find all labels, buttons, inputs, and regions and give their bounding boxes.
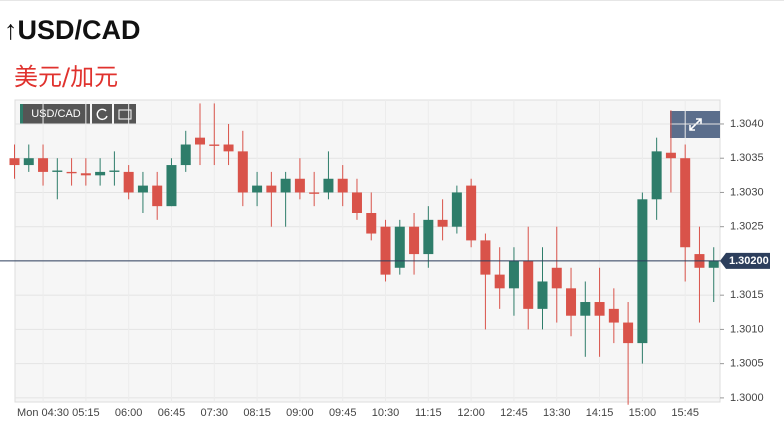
candle-body	[52, 170, 63, 172]
candle-body	[80, 173, 91, 176]
candle-body	[209, 144, 220, 146]
last-price-tag	[720, 252, 770, 269]
x-tick-label: 12:45	[500, 407, 528, 419]
candle-body	[380, 226, 391, 275]
x-tick-label: 07:30	[201, 407, 229, 419]
y-tick-label: 1.3000	[730, 392, 764, 404]
candle-body	[494, 274, 505, 289]
candle-body	[237, 151, 248, 193]
x-tick-label: 15:00	[629, 407, 657, 419]
candle-body	[166, 165, 177, 207]
calendar-button[interactable]	[114, 104, 136, 124]
candle-body	[180, 144, 191, 166]
expand-icon	[689, 118, 702, 131]
y-tick-label: 1.3025	[730, 221, 764, 233]
symbol-button[interactable]	[20, 104, 90, 124]
refresh-icon	[96, 108, 108, 121]
x-tick-label: 06:00	[115, 407, 143, 419]
candle-body	[252, 185, 263, 193]
candle-body	[508, 260, 519, 289]
candle-body	[294, 178, 305, 193]
candle-body	[551, 267, 562, 289]
candle-body	[537, 281, 548, 309]
candle-body	[637, 199, 648, 344]
refresh-button[interactable]	[92, 104, 112, 124]
candle-body	[366, 212, 377, 234]
x-tick-label: 09:45	[329, 407, 357, 419]
candle-body	[623, 322, 634, 344]
symbol-label: USD/CAD	[31, 108, 81, 120]
y-tick-label: 1.3015	[730, 289, 764, 301]
y-tick-label: 1.3005	[730, 358, 764, 370]
candle-body	[223, 144, 234, 152]
candle-body	[137, 185, 148, 193]
x-tick-label: 12:00	[457, 407, 485, 419]
symbol-marker	[20, 104, 23, 124]
candle-body	[123, 171, 134, 193]
candle-body	[38, 158, 49, 172]
candle-body	[23, 158, 34, 166]
candle-body	[66, 171, 77, 174]
y-tick-label: 1.3010	[730, 323, 764, 335]
plot-area	[14, 99, 721, 403]
calendar-icon	[118, 109, 132, 120]
y-tick-label: 1.3030	[730, 186, 764, 198]
candle-body	[337, 178, 348, 193]
candle-body	[309, 192, 320, 194]
candle-body	[409, 226, 420, 255]
candle-body	[708, 260, 719, 268]
candle-body	[323, 178, 334, 193]
candle-body	[466, 185, 477, 241]
candle-body	[394, 226, 405, 268]
x-tick-label: 09:00	[286, 407, 314, 419]
title: USD/CAD	[17, 15, 141, 45]
candle-body	[594, 302, 605, 316]
candle-body	[651, 151, 662, 200]
candle-body	[665, 152, 676, 159]
candle-body	[580, 302, 591, 316]
x-tick-label: 06:45	[158, 407, 186, 419]
title-row: ↑USD/CAD	[4, 15, 141, 46]
x-tick-label: 08:15	[243, 407, 271, 419]
candle-body	[480, 240, 491, 275]
candle-body	[109, 170, 120, 172]
x-tick-label: Mon 04:30	[17, 407, 69, 419]
candle-body	[523, 260, 534, 309]
candle-body	[608, 308, 619, 323]
candle-body	[95, 171, 106, 176]
x-tick-label: 05:15	[72, 407, 100, 419]
candle-body	[9, 158, 20, 166]
y-tick-label: 1.3035	[730, 152, 764, 164]
candle-body	[437, 219, 448, 227]
candle-body	[152, 185, 163, 207]
last-price-label: 1.30200	[729, 255, 769, 267]
candle-body	[351, 192, 362, 213]
candle-body	[195, 137, 206, 145]
header: ↑USD/CAD 美元/加元	[0, 0, 784, 96]
x-tick-label: 13:30	[543, 407, 571, 419]
candle-body	[451, 192, 462, 227]
x-tick-label: 15:45	[671, 407, 699, 419]
candle-body	[423, 219, 434, 255]
y-tick-label: 1.3040	[730, 118, 764, 130]
candle-body	[566, 288, 577, 316]
candle-body	[266, 185, 277, 193]
up-arrow: ↑	[4, 15, 18, 45]
candle-body	[280, 178, 291, 193]
candle-body	[680, 158, 691, 248]
x-tick-label: 10:30	[372, 407, 400, 419]
subtitle: 美元/加元	[14, 63, 119, 91]
x-tick-label: 11:15	[415, 407, 442, 419]
x-tick-label: 14:15	[586, 407, 614, 419]
